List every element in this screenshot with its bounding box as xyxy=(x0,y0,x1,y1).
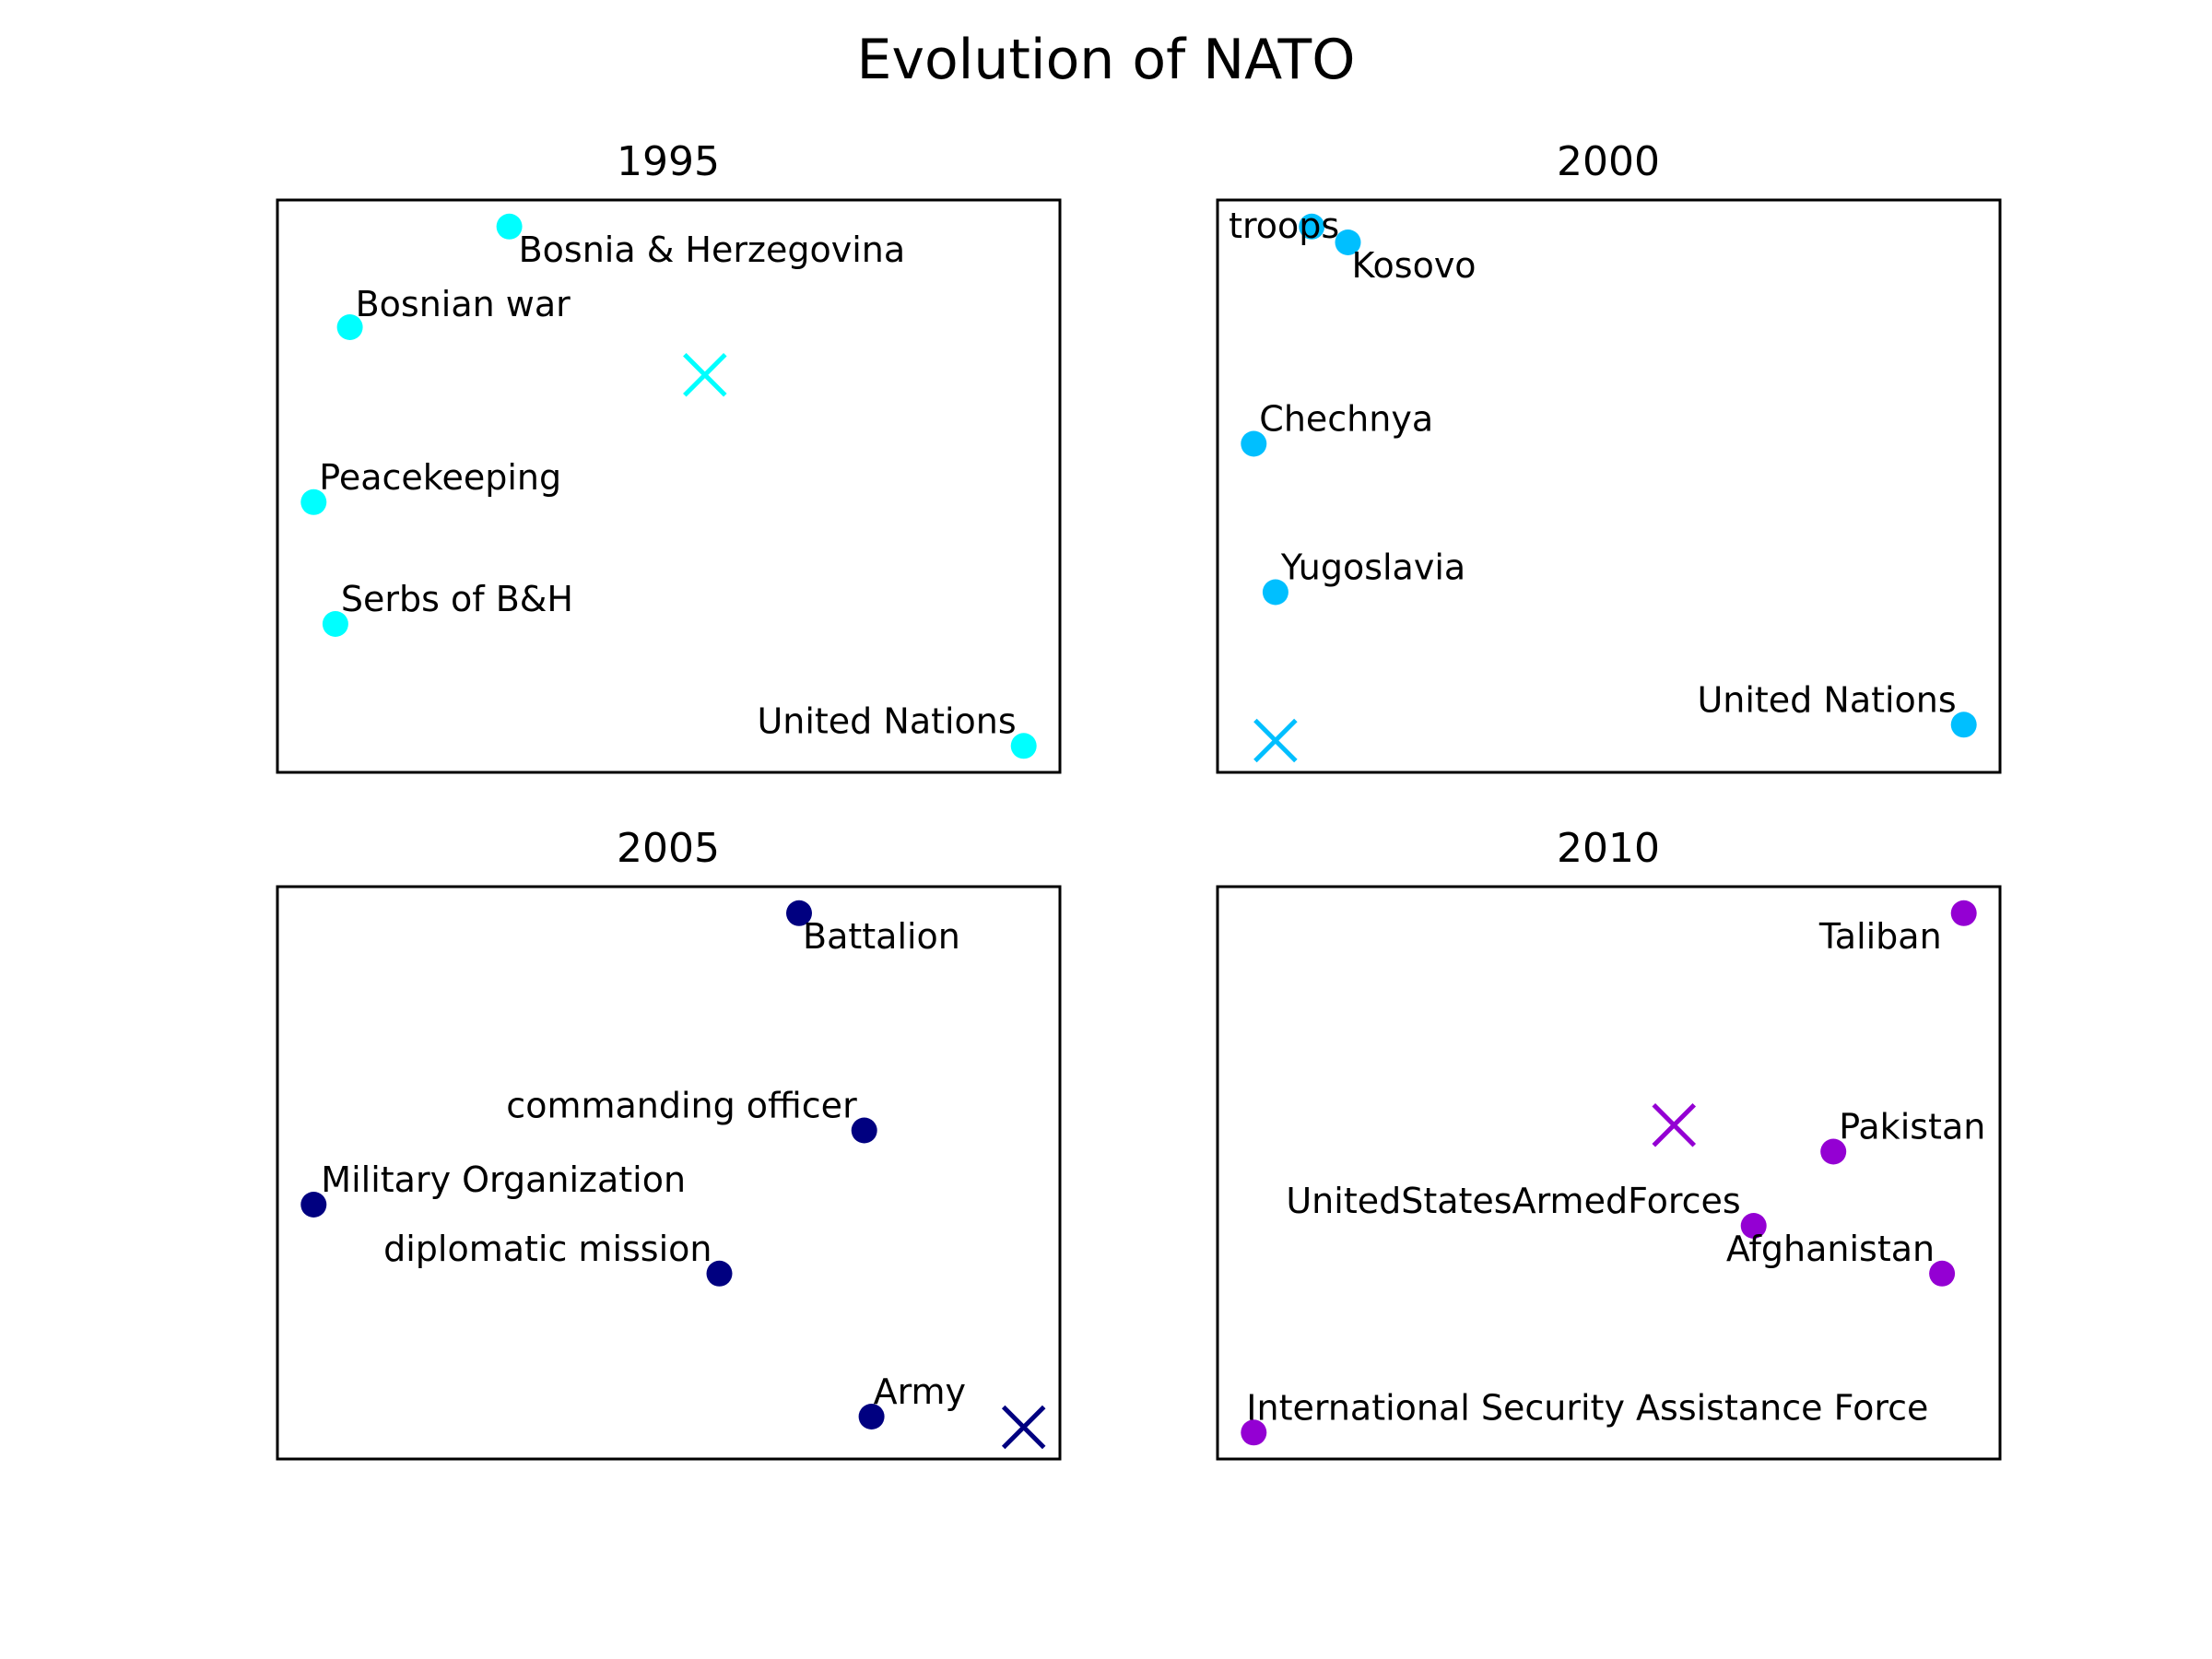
label-2010-afghanistan: Afghanistan xyxy=(1726,1229,1935,1269)
point-2010-unitedstatesarmedforces xyxy=(1740,1213,1767,1239)
label-1995-serbs-of-b-h: Serbs of B&H xyxy=(341,579,573,619)
marks-2010: Taliban Pakistan UnitedStatesArmedForces Af… xyxy=(1241,900,1985,1446)
panel-title-2000: 2000 xyxy=(1557,138,1660,185)
label-2005-diplomatic-mission: diplomatic mission xyxy=(383,1229,712,1269)
label-2005-battalion: Battalion xyxy=(803,916,960,957)
point-2010-international-security-assistance-force xyxy=(1241,1419,1267,1446)
panel-title-1995: 1995 xyxy=(617,138,720,185)
label-2005-army: Army xyxy=(874,1371,966,1412)
point-1995-serbs-of-b-h xyxy=(322,611,348,637)
point-2005-diplomatic-mission xyxy=(706,1260,733,1287)
point-2005-battalion xyxy=(786,900,812,926)
point-2000-kosovo xyxy=(1335,229,1361,255)
centroid-marker-1995 xyxy=(683,352,727,397)
point-2000-yugoslavia xyxy=(1262,579,1288,606)
panel-1995: 1995 Bosnia & Herzegovina Bosnian war Peac… xyxy=(276,138,1062,774)
marks-2005: Battalion commanding officer Military Orga… xyxy=(300,900,1046,1450)
panel-title-2005: 2005 xyxy=(617,825,720,872)
label-2000-united-nations: United Nations xyxy=(1697,679,1956,720)
label-2010-international-security-assistance-force: International Security Assistance Force xyxy=(1246,1387,1928,1428)
point-1995-bosnian-war xyxy=(336,314,363,340)
point-2005-military-organization xyxy=(300,1192,327,1218)
centroid-marker-2000 xyxy=(1253,718,1298,763)
label-2010-taliban: Taliban xyxy=(1818,916,1942,957)
figure-title: Evolution of NATO xyxy=(857,28,1356,92)
plot-frame-2000 xyxy=(1216,198,2002,774)
point-2005-commanding-officer xyxy=(851,1117,877,1144)
point-2000-troops xyxy=(1299,213,1325,240)
plot-frame-2005 xyxy=(276,885,1062,1461)
point-2010-afghanistan xyxy=(1929,1260,1956,1287)
label-1995-united-nations: United Nations xyxy=(757,700,1016,741)
point-2010-taliban xyxy=(1950,900,1977,926)
point-1995-bosnia-herzegovina xyxy=(496,213,523,240)
plot-frame-2010 xyxy=(1216,885,2002,1461)
label-2000-troops: troops xyxy=(1229,206,1339,246)
point-1995-peacekeeping xyxy=(300,488,327,515)
point-2000-chechnya xyxy=(1241,430,1267,457)
label-1995-bosnian-war: Bosnian war xyxy=(356,284,571,324)
label-2010-pakistan: Pakistan xyxy=(1839,1107,1985,1147)
plot-frame-1995 xyxy=(276,198,1062,774)
label-2005-commanding-officer: commanding officer xyxy=(506,1086,857,1126)
point-2005-army xyxy=(858,1404,885,1430)
marks-2000: troops Kosovo Chechnya Yugoslavia United Nat… xyxy=(1229,206,1977,763)
label-2005-military-organization: Military Organization xyxy=(321,1159,686,1200)
label-1995-peacekeeping: Peacekeeping xyxy=(319,457,561,498)
centroid-marker-2010 xyxy=(1652,1102,1697,1147)
panel-2010: 2010 Taliban Pakistan UnitedStatesArmedFor… xyxy=(1216,825,2002,1461)
panel-2005: 2005 Battalion commanding officer Military… xyxy=(276,825,1062,1461)
centroid-marker-2005 xyxy=(1001,1405,1046,1450)
label-1995-bosnia-herzegovina: Bosnia & Herzegovina xyxy=(519,229,906,270)
label-2000-chechnya: Chechnya xyxy=(1259,399,1433,440)
label-2010-unitedstatesarmedforces: UnitedStatesArmedForces xyxy=(1286,1181,1740,1221)
label-2000-yugoslavia: Yugoslavia xyxy=(1280,547,1465,588)
marks-1995: Bosnia & Herzegovina Bosnian war Peacekeep… xyxy=(300,213,1037,759)
point-2000-united-nations xyxy=(1950,712,1977,738)
panel-title-2010: 2010 xyxy=(1557,825,1660,872)
panel-2000: 2000 troops Kosovo Chechnya Yugoslavia Unite… xyxy=(1216,138,2002,774)
label-2000-kosovo: Kosovo xyxy=(1352,245,1477,286)
point-2010-pakistan xyxy=(1820,1138,1847,1165)
point-1995-united-nations xyxy=(1010,733,1037,759)
